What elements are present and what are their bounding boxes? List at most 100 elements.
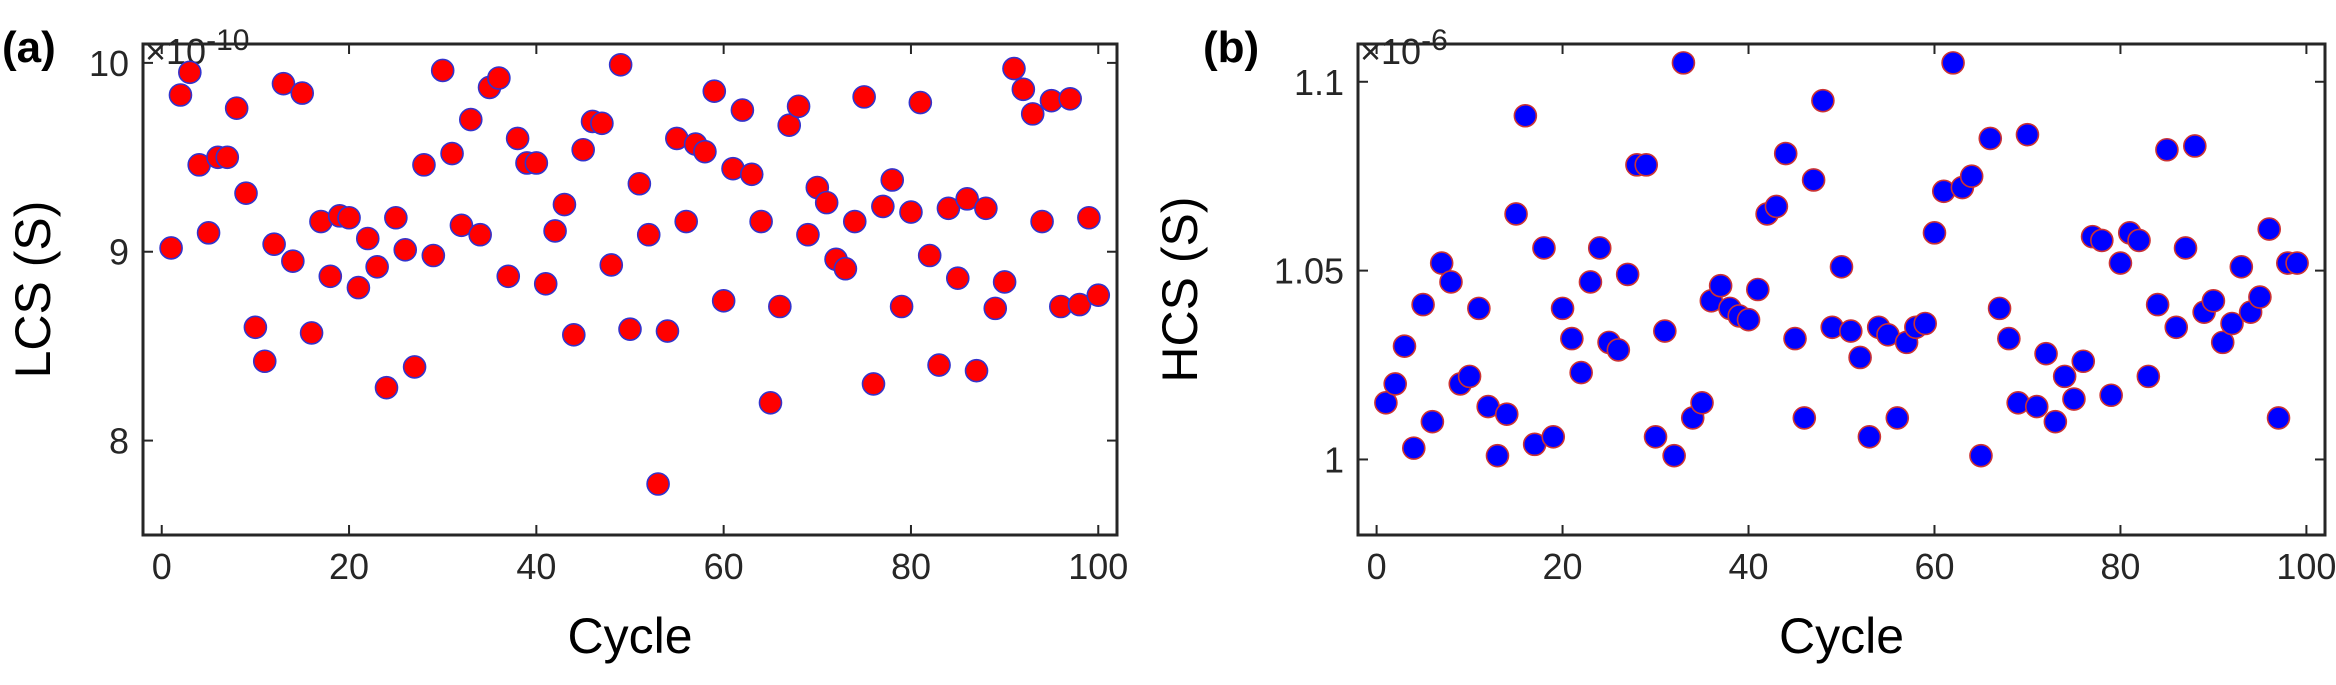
data-point [945,266,970,290]
data-point [646,472,670,496]
data-point [992,270,1017,294]
data-point [2285,251,2309,275]
data-point [2071,349,2096,374]
y-tick-label: 9 [109,232,129,273]
data-point [2183,134,2207,158]
data-point [880,168,905,192]
exponent-power: -6 [1421,24,1448,57]
panel-a: 0 20 40 60 80 100 8 9 10 ×10-10 (a) Cycle LCS (S) [2,23,1128,664]
data-point [1560,326,1584,351]
data-point [487,66,511,90]
data-point [2173,236,2198,260]
data-point [243,315,268,340]
data-point [833,256,858,281]
y-tick-label: 1 [1324,439,1344,480]
data-point [365,255,389,279]
x-tick-label: 80 [891,546,931,587]
data-point [2024,394,2049,419]
data-point [1987,296,2012,321]
data-point [281,249,305,273]
data-point [402,355,427,379]
data-point [1690,391,1714,415]
data-point [1067,292,1092,317]
data-point [1708,273,1733,298]
data-point [421,243,446,268]
data-point [1439,270,1463,294]
data-point [1746,277,1770,302]
data-point [2257,217,2282,241]
data-point [777,113,802,138]
data-point [796,222,820,247]
data-point [318,264,343,289]
data-point [852,85,876,109]
data-point [1086,283,1111,307]
data-point [1513,103,1538,128]
x-tick-label: 0 [1367,546,1387,587]
data-point [178,60,202,85]
data-point [299,321,324,345]
exponent-label: ×10-10 [145,24,249,72]
data-point [917,243,942,268]
x-tick-label: 100 [1068,546,1128,587]
data-point [1764,194,1789,219]
data-point [1838,319,1863,343]
data-point [524,151,549,175]
x-tick-label: 20 [329,546,369,587]
data-point [384,205,408,230]
data-point [2248,285,2272,309]
data-point [458,107,483,132]
data-point [168,83,193,107]
data-point [655,319,680,343]
x-tick-label: 60 [1914,546,1954,587]
data-point [1848,345,1872,370]
data-point [1429,251,1454,275]
data-point [693,139,717,164]
data-point [899,200,923,224]
data-point [1671,51,1696,75]
x-tick-label: 40 [516,546,556,587]
data-point [1615,262,1640,287]
data-point [533,272,558,296]
data-point [927,353,951,377]
data-point [2145,292,2170,317]
data-point [936,196,961,221]
data-point [702,79,727,104]
data-point [234,181,258,205]
data-point [1662,443,1686,468]
data-point [2127,228,2151,253]
data-point [262,232,286,256]
data-point [964,358,989,383]
data-point [871,194,895,219]
x-tick-label: 20 [1543,546,1583,587]
data-point [618,317,642,341]
data-point [2062,387,2086,411]
x-tick-label: 40 [1728,546,1768,587]
data-point [271,71,296,96]
data-point [224,96,249,121]
data-point [252,349,277,374]
data-point [1383,372,1407,396]
data-point [290,81,315,105]
data-point [1606,338,1631,362]
data-point [814,190,839,215]
data-point [1587,236,1612,260]
data-point [1457,364,1482,389]
data-point [1978,126,2003,151]
y-tick-label: 1.05 [1274,251,1344,292]
x-tick-label: 0 [152,546,172,587]
data-point [543,219,567,243]
data-point [1736,307,1761,332]
data-point [2043,409,2068,434]
data-point [571,137,595,162]
data-point [505,126,530,151]
data-points-b [1374,51,2309,468]
data-point [412,153,436,177]
data-point [1550,296,1575,321]
data-point [627,171,652,196]
data-point [1494,402,1519,426]
data-point [1829,255,1854,279]
data-point [393,238,418,262]
data-point [739,162,764,187]
panel-label: (b) [1203,23,1259,72]
